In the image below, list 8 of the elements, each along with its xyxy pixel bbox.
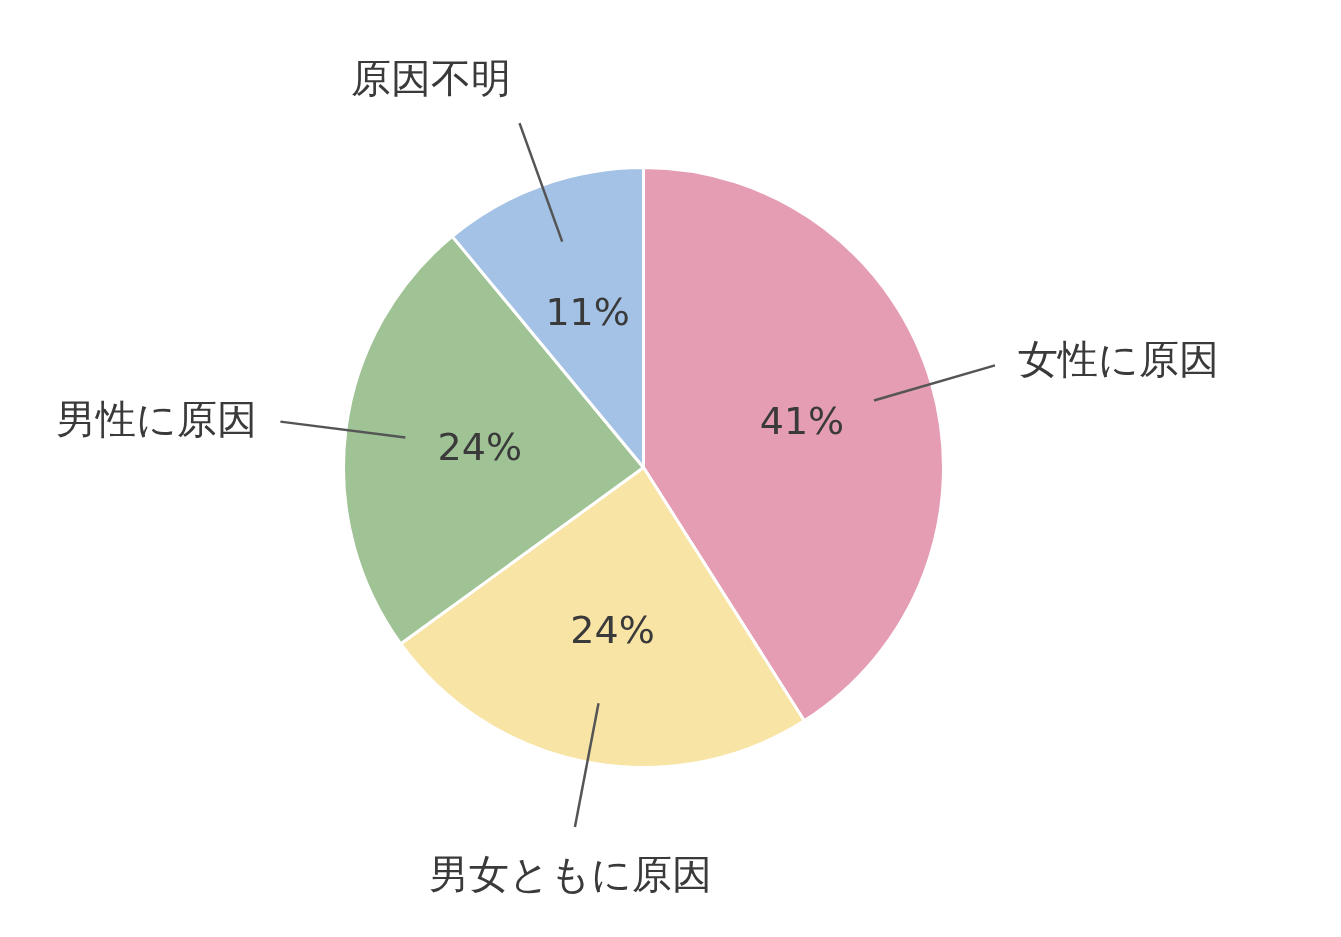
data-label: 41% <box>759 399 845 444</box>
data-label: 11% <box>545 290 630 335</box>
slice-label: 女性に原因 <box>1018 335 1220 382</box>
data-label: 24% <box>570 607 655 652</box>
slice-label: 男性に原因 <box>55 395 257 442</box>
slice-label: 男女ともに原因 <box>428 850 712 897</box>
slice-label: 原因不明 <box>351 54 512 101</box>
data-label: 24% <box>437 424 523 469</box>
